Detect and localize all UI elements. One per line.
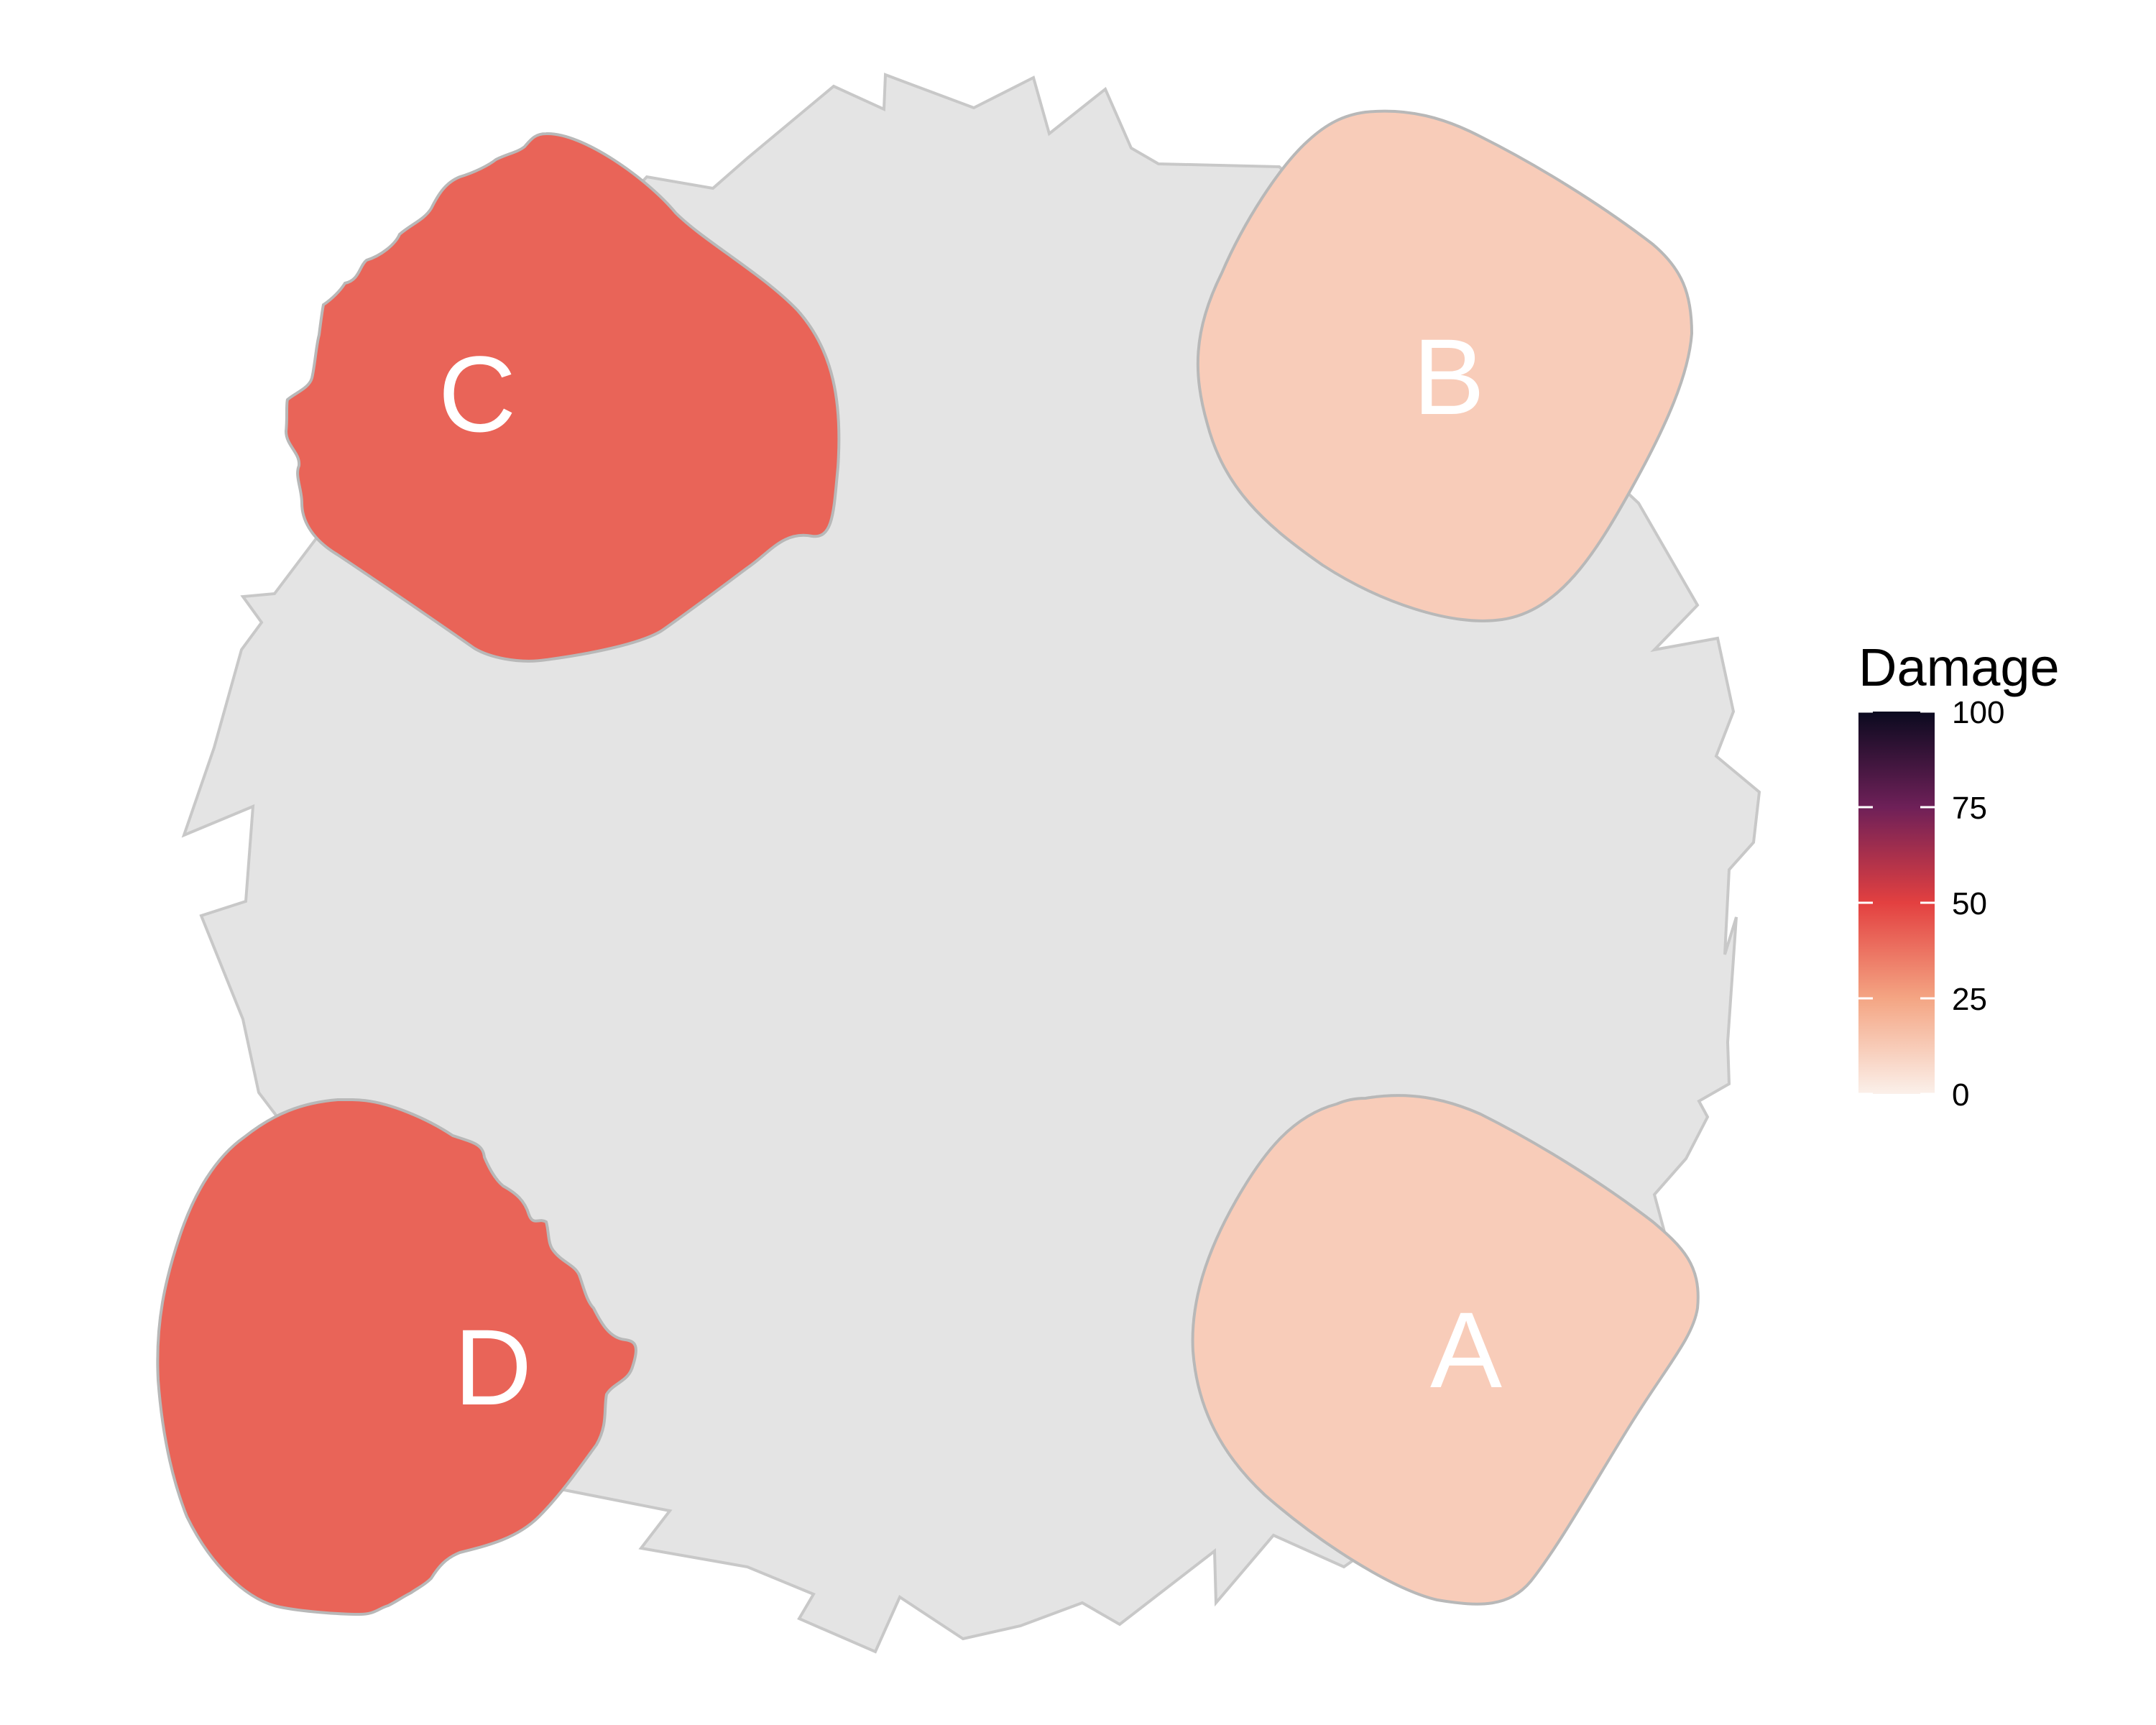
legend-title: Damage <box>1858 638 2060 697</box>
region-d-label: D <box>454 1307 532 1427</box>
legend-tick-label: 100 <box>1952 695 2004 730</box>
region-a-label: A <box>1430 1289 1502 1410</box>
legend-tick-label: 0 <box>1952 1077 1969 1113</box>
region-b[interactable] <box>1196 109 1694 622</box>
legend-ticks: 0 25 50 75 100 <box>1858 695 2004 1113</box>
legend-tick-label: 50 <box>1952 886 1987 921</box>
region-a[interactable] <box>1191 1094 1700 1606</box>
region-b-label: B <box>1413 316 1485 437</box>
legend: Damage 0 25 50 75 100 <box>1858 638 2060 1113</box>
region-d[interactable] <box>156 1098 637 1616</box>
region-c-label: C <box>438 334 516 454</box>
region-c[interactable] <box>284 132 841 663</box>
legend-tick-label: 25 <box>1952 982 1987 1017</box>
legend-tick-label: 75 <box>1952 791 1987 826</box>
